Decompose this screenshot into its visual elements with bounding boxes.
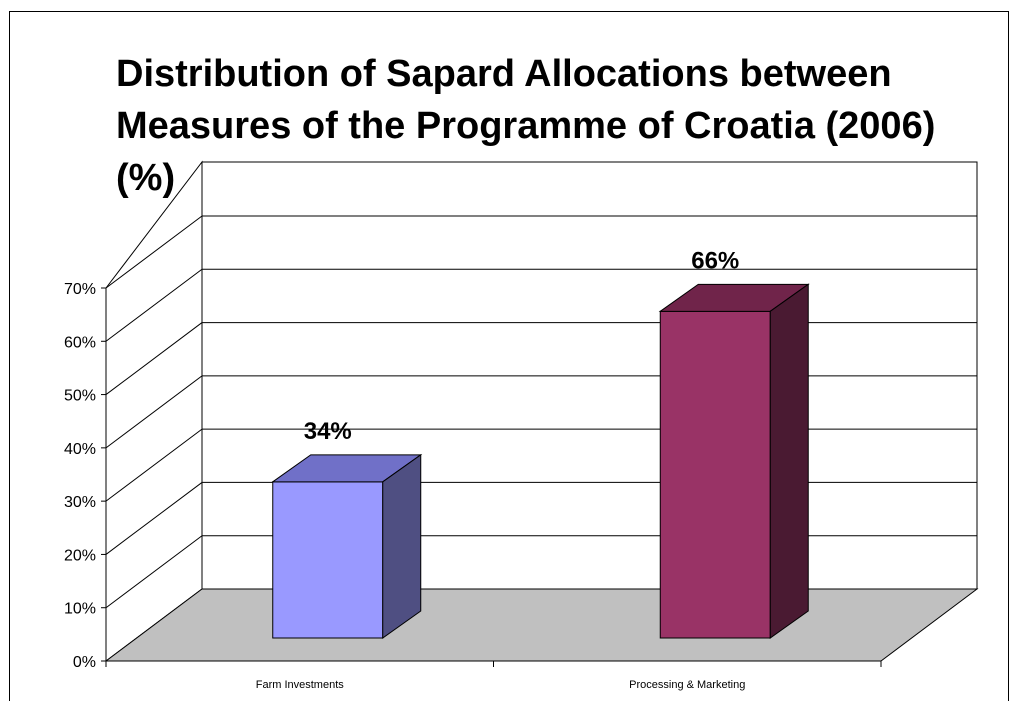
y-tick-label: 60% <box>64 334 96 351</box>
x-tick-label: Farm Investments <box>256 679 345 691</box>
y-tick-label: 30% <box>64 494 96 511</box>
x-tick-label: Processing & Marketing <box>629 679 745 691</box>
chart-title: Distribution of Sapard Allocations betwe… <box>116 53 936 199</box>
y-tick-label: 10% <box>64 601 96 618</box>
gridline-side <box>105 215 203 289</box>
bar-side <box>382 453 422 639</box>
gridline-side <box>105 428 203 502</box>
gridline-side <box>105 322 203 395</box>
y-tick-label: 50% <box>64 388 96 405</box>
y-tick-label: 20% <box>64 547 96 564</box>
gridline-side <box>105 268 203 342</box>
chart-floor <box>104 588 979 662</box>
data-label: 66% <box>691 247 739 274</box>
bar-front <box>272 481 384 639</box>
gridline-side <box>105 375 203 449</box>
data-label: 34% <box>304 418 352 445</box>
gridline-side <box>105 482 203 555</box>
y-tick-label: 70% <box>64 281 96 298</box>
bar-side <box>769 283 809 639</box>
y-tick-label: 0% <box>73 654 96 671</box>
gridline-side <box>105 535 203 609</box>
y-tick-label: 40% <box>64 441 96 458</box>
chart-frame <box>9 11 1009 701</box>
bar-front <box>659 310 771 639</box>
